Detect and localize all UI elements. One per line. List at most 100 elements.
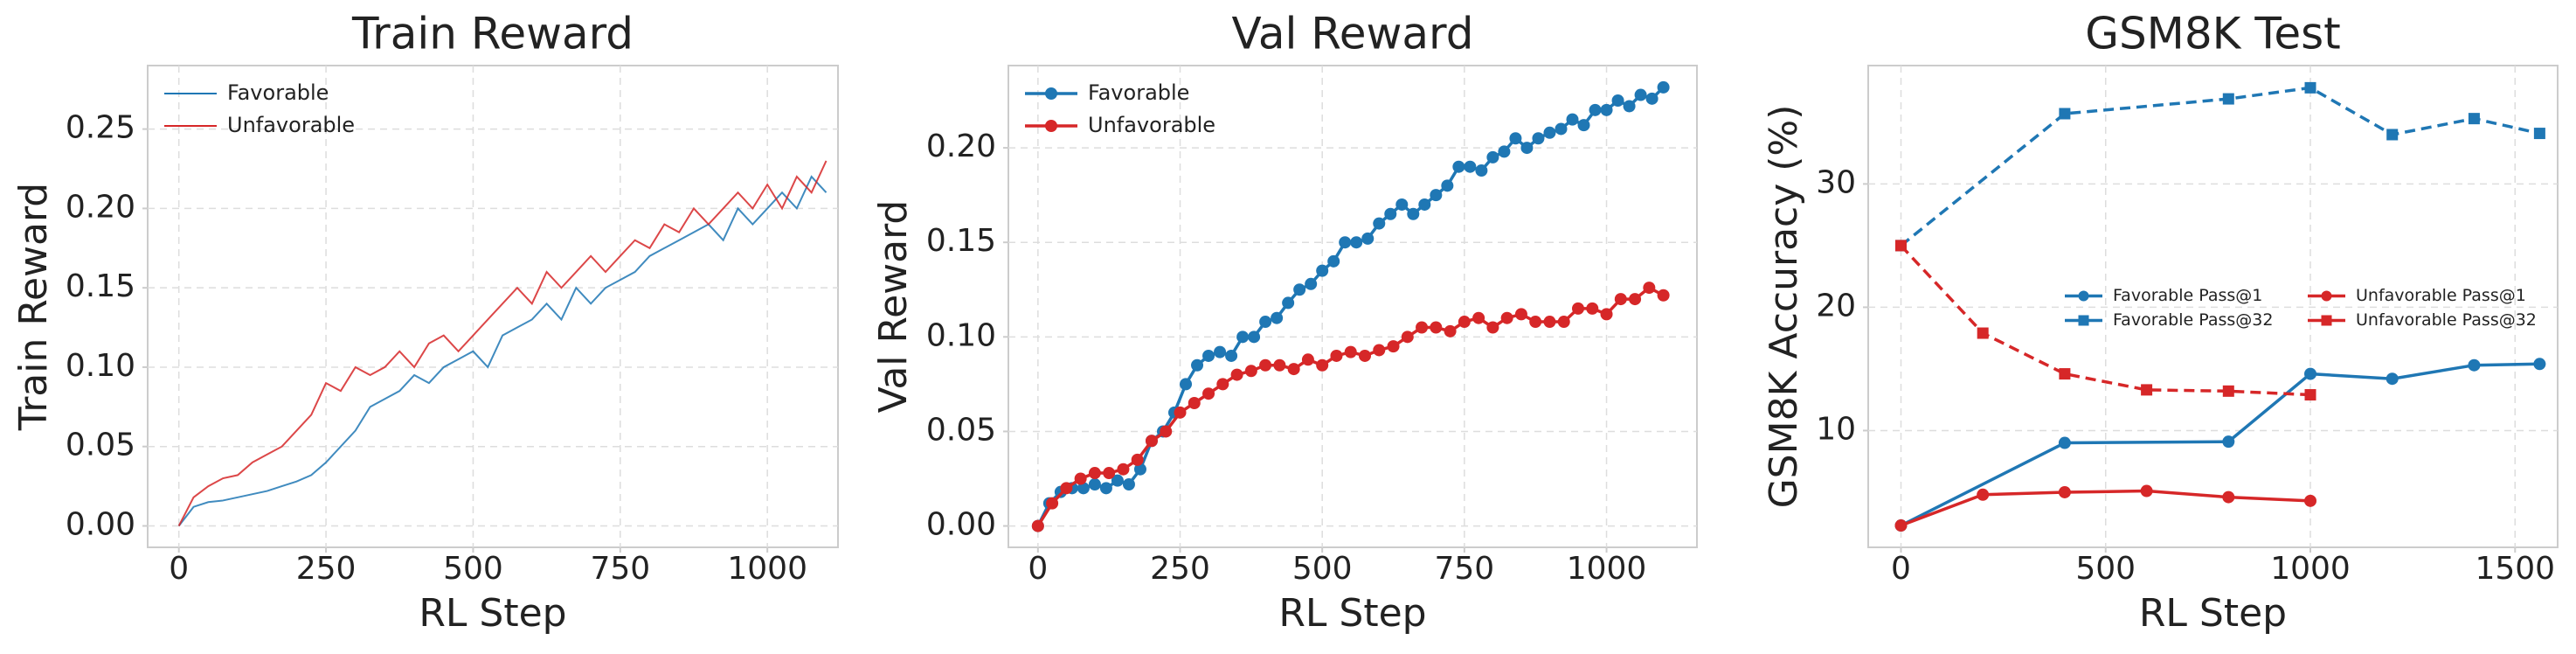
point	[1614, 293, 1627, 306]
series-line	[1900, 489, 2311, 527]
y-tick-label: 0.00	[926, 507, 996, 543]
point	[1103, 467, 1116, 480]
point	[1977, 488, 1990, 501]
y-tick-label: 20	[1816, 288, 1856, 324]
point	[1344, 345, 1357, 358]
legend-label: Unfavorable	[227, 113, 355, 137]
legend-marker	[2321, 315, 2332, 326]
x-tick-label: 1000	[1567, 551, 1647, 587]
point	[2386, 129, 2399, 141]
x-tick-label: 750	[590, 551, 650, 587]
x-tick-label: 250	[1150, 551, 1210, 587]
point	[1216, 378, 1229, 391]
point	[1330, 349, 1343, 362]
point	[1316, 358, 1329, 372]
legend-marker	[1045, 120, 1057, 132]
point	[1046, 497, 1059, 510]
point	[1174, 406, 1187, 419]
series-line	[177, 175, 828, 527]
x-tick-label: 1000	[2270, 551, 2351, 587]
point	[1180, 378, 1193, 391]
y-tick-label: 0.10	[66, 348, 135, 384]
point	[1557, 316, 1570, 329]
point	[1202, 349, 1215, 362]
point	[1634, 88, 1647, 101]
point	[1600, 308, 1613, 321]
chart-title: GSM8K Test	[2085, 9, 2341, 59]
legend-label: Favorable	[1088, 80, 1189, 105]
y-tick-label: 10	[1816, 411, 1856, 447]
legend-label: Favorable	[227, 80, 329, 105]
point	[1316, 264, 1329, 277]
chart-title: Val Reward	[1232, 9, 1474, 59]
point	[1088, 467, 1101, 480]
point	[1259, 358, 1272, 372]
point	[1529, 316, 1542, 329]
point	[1244, 365, 1257, 378]
x-tick-label: 0	[1891, 551, 1911, 587]
point	[2058, 485, 2071, 498]
point	[1418, 198, 1431, 211]
point	[1643, 282, 1656, 295]
x-tick-label: 500	[2075, 551, 2136, 587]
point	[1133, 463, 1146, 476]
y-tick-label: 0.20	[926, 129, 996, 164]
plot-area	[147, 65, 839, 548]
point	[1657, 289, 1670, 302]
point	[2141, 384, 2153, 396]
x-tick-label: 750	[1435, 551, 1495, 587]
point	[1589, 103, 1602, 116]
point	[1452, 160, 1465, 173]
point	[2386, 372, 2399, 386]
point	[1099, 482, 1112, 495]
point	[1458, 316, 1471, 329]
point	[1327, 254, 1340, 268]
point	[1532, 132, 1545, 145]
y-axis-label: GSM8K Accuracy (%)	[1762, 105, 1806, 509]
y-tick-label: 0.10	[926, 317, 996, 353]
legend-marker	[2321, 290, 2332, 302]
series-line	[177, 160, 828, 526]
x-axis-label: RL Step	[1278, 591, 1426, 636]
point	[1387, 340, 1400, 353]
point	[1486, 150, 1499, 164]
point	[1282, 296, 1295, 310]
point	[2533, 358, 2546, 371]
point	[2304, 494, 2317, 507]
x-tick-label: 1000	[727, 551, 807, 587]
point	[2140, 484, 2153, 497]
point	[1350, 236, 1363, 249]
x-tick-label: 500	[1292, 551, 1353, 587]
point	[1358, 349, 1371, 362]
point	[1225, 349, 1238, 362]
point	[1555, 122, 1568, 136]
point	[1894, 519, 1908, 532]
point	[1486, 321, 1499, 334]
legend-label: Favorable Pass@1	[2113, 286, 2262, 305]
point	[1214, 345, 1227, 358]
point	[1430, 321, 1443, 334]
point	[1202, 387, 1215, 400]
x-tick-label: 0	[169, 551, 189, 587]
x-tick-label: 0	[1028, 551, 1048, 587]
legend-marker	[2078, 290, 2089, 302]
point	[1122, 477, 1135, 491]
x-axis-label: RL Step	[419, 591, 566, 636]
point	[1464, 160, 1477, 173]
point	[1514, 308, 1527, 321]
point	[1088, 477, 1101, 491]
chart-title: Train Reward	[351, 9, 634, 59]
point	[2222, 435, 2235, 449]
series-line	[1900, 244, 2311, 397]
point	[2058, 436, 2071, 449]
y-tick-label: 0.00	[66, 506, 135, 542]
x-tick-label: 250	[296, 551, 357, 587]
point	[1293, 283, 1306, 296]
y-tick-label: 0.15	[926, 223, 996, 259]
point	[2468, 358, 2481, 372]
point	[1236, 330, 1250, 344]
point	[1031, 519, 1044, 532]
x-tick-label: 500	[443, 551, 503, 587]
point	[1230, 368, 1243, 381]
